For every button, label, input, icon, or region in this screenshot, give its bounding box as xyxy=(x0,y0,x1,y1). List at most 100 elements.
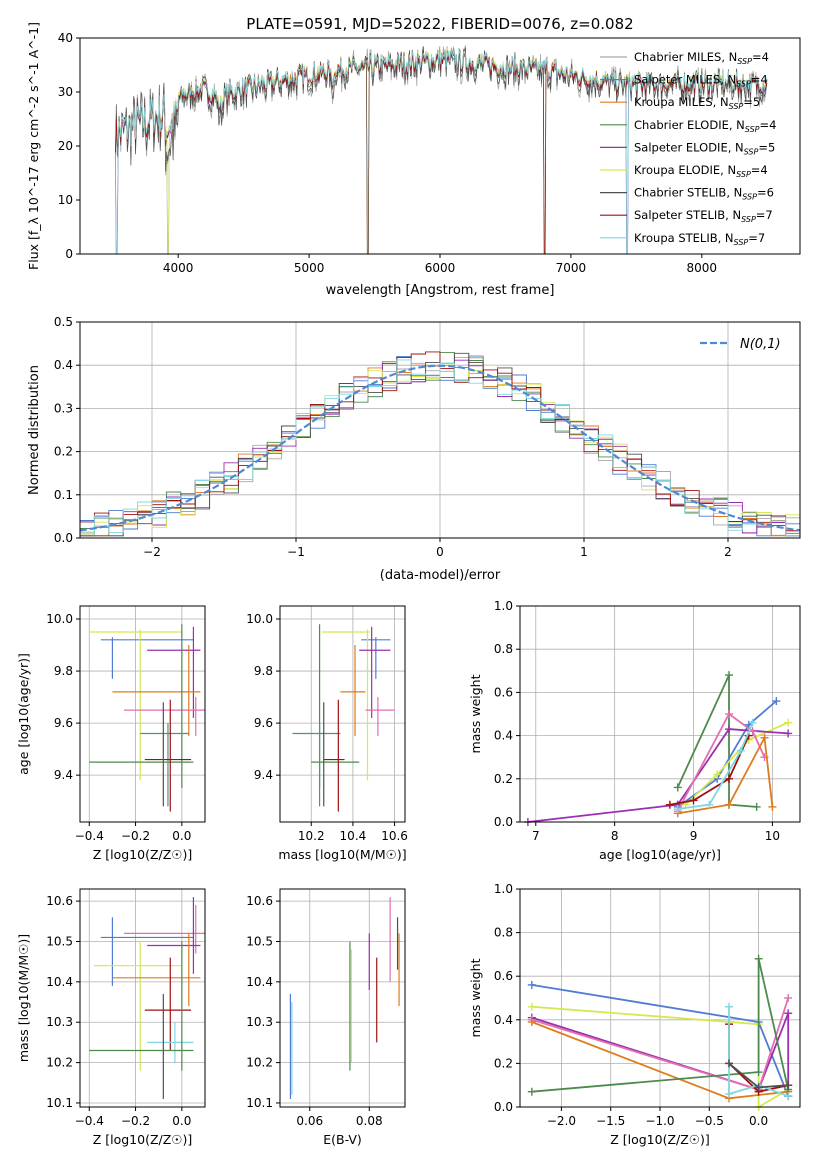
x-tick-label: −1.0 xyxy=(645,1114,674,1128)
residual-ylabel: Normed distribution xyxy=(27,365,42,495)
x-tick-label: 4000 xyxy=(163,261,194,275)
legend-subscript: SSP xyxy=(744,147,759,156)
x-axis-label: Z [log10(Z/Z☉)] xyxy=(93,847,193,862)
y-tick-label: 0.6 xyxy=(494,969,513,983)
y-tick-label: 0.8 xyxy=(494,642,513,656)
x-tick-label: −0.4 xyxy=(75,1114,104,1128)
y-tick-label: 10 xyxy=(58,193,73,207)
y-tick-label: 0.6 xyxy=(494,685,513,699)
x-tick-label: −0.4 xyxy=(75,829,104,843)
mass-vs-age-panel: 10.2 10.4 10.6 9.4 9.6 9.8 10.0 mass [log10(M/M… xyxy=(246,605,408,862)
legend-subscript: SSP xyxy=(737,57,752,66)
legend-count: =4 xyxy=(751,163,768,177)
spectrum-title: PLATE=0591, MJD=52022, FIBERID=0076, z=0… xyxy=(246,15,633,33)
legend-count: =4 xyxy=(760,118,777,132)
mass-weight-vs-age-panel: 7 8 9 10 0.0 0.2 0.4 0.6 0.8 1.0 age [log10(age/yr… xyxy=(468,599,801,862)
mass-weight-line xyxy=(669,735,750,806)
legend-subscript: SSP xyxy=(745,125,760,134)
x-tick-label: −2.0 xyxy=(547,1114,576,1128)
y-tick-label: 0.3 xyxy=(54,401,73,415)
plot-frame xyxy=(279,605,406,823)
spectrum-ylabel: Flux [f_λ 10^-17 erg cm^-2 s^-1 A^-1] xyxy=(26,22,41,270)
legend-label: Salpeter ELODIE, NSSP=5 xyxy=(634,140,775,156)
x-axis-label: Z [log10(Z/Z☉)] xyxy=(93,1132,193,1147)
y-tick-label: 9.4 xyxy=(254,768,273,782)
y-tick-label: 9.6 xyxy=(54,716,73,730)
legend-count: =6 xyxy=(757,186,774,200)
legend-subscript: SSP xyxy=(729,102,744,111)
legend-subscript: SSP xyxy=(742,193,757,202)
y-tick-label: 9.8 xyxy=(254,664,273,678)
y-tick-label: 10.4 xyxy=(246,975,273,989)
x-tick-label: 0 xyxy=(436,545,444,559)
y-tick-label: 9.8 xyxy=(54,664,73,678)
plot-frame xyxy=(79,605,206,823)
residual-histograms xyxy=(79,351,801,537)
x-tick-label: −0.5 xyxy=(695,1114,724,1128)
spectrum-frame xyxy=(79,37,801,255)
y-tick-label: 0.2 xyxy=(494,1056,513,1070)
y-tick-label: 0.0 xyxy=(54,531,73,545)
x-tick-label: 0.08 xyxy=(356,1114,383,1128)
x-tick-label: 0.0 xyxy=(172,829,191,843)
x-tick-label: 9 xyxy=(690,829,698,843)
x-tick-label: 10.6 xyxy=(381,829,408,843)
legend-subscript: SSP xyxy=(736,170,751,179)
legend-subscript: SSP xyxy=(741,215,756,224)
x-tick-label: 1 xyxy=(580,545,588,559)
y-tick-label: 0.2 xyxy=(54,445,73,459)
y-axis-label: mass weight xyxy=(468,674,483,753)
y-tick-label: 0.5 xyxy=(54,315,73,329)
spectrum-panel: PLATE=0591, MJD=52022, FIBERID=0076, z=0… xyxy=(26,15,801,298)
y-tick-label: 10.6 xyxy=(46,894,73,908)
y-tick-label: 9.6 xyxy=(254,716,273,730)
x-tick-label: 5000 xyxy=(294,261,325,275)
x-tick-label: 10.2 xyxy=(298,829,325,843)
residual-frame xyxy=(79,321,801,539)
mass-weight-line xyxy=(531,1012,790,1097)
x-tick-label: 6000 xyxy=(425,261,456,275)
y-tick-label: 10.1 xyxy=(246,1096,273,1110)
legend-count: =5 xyxy=(758,140,775,154)
legend-label: Salpeter MILES, NSSP=4 xyxy=(634,73,768,89)
y-tick-label: 20 xyxy=(58,139,73,153)
y-tick-label: 1.0 xyxy=(494,599,513,613)
y-tick-label: 0.8 xyxy=(494,926,513,940)
y-tick-label: 10.5 xyxy=(46,934,73,948)
legend-label: Chabrier STELIB, NSSP=6 xyxy=(634,186,774,202)
residual-xlabel: (data-model)/error xyxy=(380,568,501,583)
legend-subscript: SSP xyxy=(736,80,751,89)
y-tick-label: 0.1 xyxy=(54,488,73,502)
y-tick-label: 0.4 xyxy=(54,358,73,372)
mass-weight-vs-z-panel: −2.0 −1.5 −1.0 −0.5 0.0 0.0 0.2 0.4 0.6 0.8 1.0 Z [… xyxy=(468,882,801,1147)
z-vs-mass-panel: −0.4 −0.2 0.0 10.1 10.2 10.3 10.4 10.5 10.6 Z [lo… xyxy=(16,888,206,1147)
plot-frame xyxy=(79,888,206,1108)
x-tick-label: 8000 xyxy=(687,261,718,275)
plot-frame xyxy=(519,888,801,1108)
x-tick-label: 10.4 xyxy=(340,829,367,843)
legend-label: Kroupa STELIB, NSSP=7 xyxy=(634,231,765,247)
spectrum-series-line xyxy=(114,48,768,255)
x-tick-label: 2 xyxy=(724,545,732,559)
y-axis-label: mass weight xyxy=(468,958,483,1037)
mass-weight-line xyxy=(527,728,789,823)
y-tick-label: 10.4 xyxy=(46,975,73,989)
residual-legend: N(0,1) xyxy=(700,337,781,352)
legend-count: =4 xyxy=(751,73,768,87)
x-tick-label: 0.0 xyxy=(749,1114,768,1128)
x-tick-label: 7 xyxy=(532,829,540,843)
y-tick-label: 10.6 xyxy=(246,894,273,908)
mass-weight-line xyxy=(531,958,790,1093)
plot-frame xyxy=(519,605,801,823)
y-tick-label: 10.1 xyxy=(46,1096,73,1110)
y-tick-label: 0.2 xyxy=(494,772,513,786)
y-tick-label: 9.4 xyxy=(54,768,73,782)
mass-weight-line xyxy=(676,674,757,808)
x-tick-label: −2 xyxy=(143,545,161,559)
x-tick-label: −1.5 xyxy=(596,1114,625,1128)
x-tick-label: −1 xyxy=(287,545,305,559)
x-tick-label: −0.2 xyxy=(121,1114,150,1128)
y-tick-label: 1.0 xyxy=(494,882,513,896)
y-tick-label: 0.0 xyxy=(494,1100,513,1114)
